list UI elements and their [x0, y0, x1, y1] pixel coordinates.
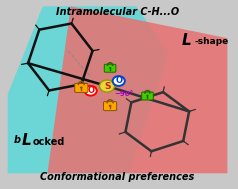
- Polygon shape: [47, 6, 227, 173]
- Circle shape: [146, 95, 149, 97]
- FancyBboxPatch shape: [142, 92, 153, 100]
- FancyBboxPatch shape: [104, 102, 117, 111]
- Circle shape: [109, 105, 111, 107]
- Circle shape: [80, 86, 83, 89]
- Text: -shape: -shape: [195, 37, 229, 46]
- Text: ocked: ocked: [33, 137, 65, 147]
- Circle shape: [99, 80, 114, 92]
- Text: L: L: [182, 33, 192, 48]
- Text: S: S: [104, 82, 111, 91]
- FancyBboxPatch shape: [104, 64, 116, 72]
- Text: Intramolecular C-H...O: Intramolecular C-H...O: [56, 7, 179, 17]
- Text: ~90°: ~90°: [114, 91, 133, 97]
- FancyBboxPatch shape: [75, 84, 88, 92]
- Circle shape: [113, 76, 125, 86]
- Circle shape: [109, 67, 111, 69]
- Text: L: L: [21, 133, 31, 148]
- Circle shape: [84, 86, 97, 96]
- Text: Conformational preferences: Conformational preferences: [40, 172, 195, 182]
- Text: b: b: [14, 136, 20, 146]
- Polygon shape: [8, 6, 169, 173]
- Text: O: O: [115, 77, 122, 85]
- Text: O: O: [87, 86, 94, 95]
